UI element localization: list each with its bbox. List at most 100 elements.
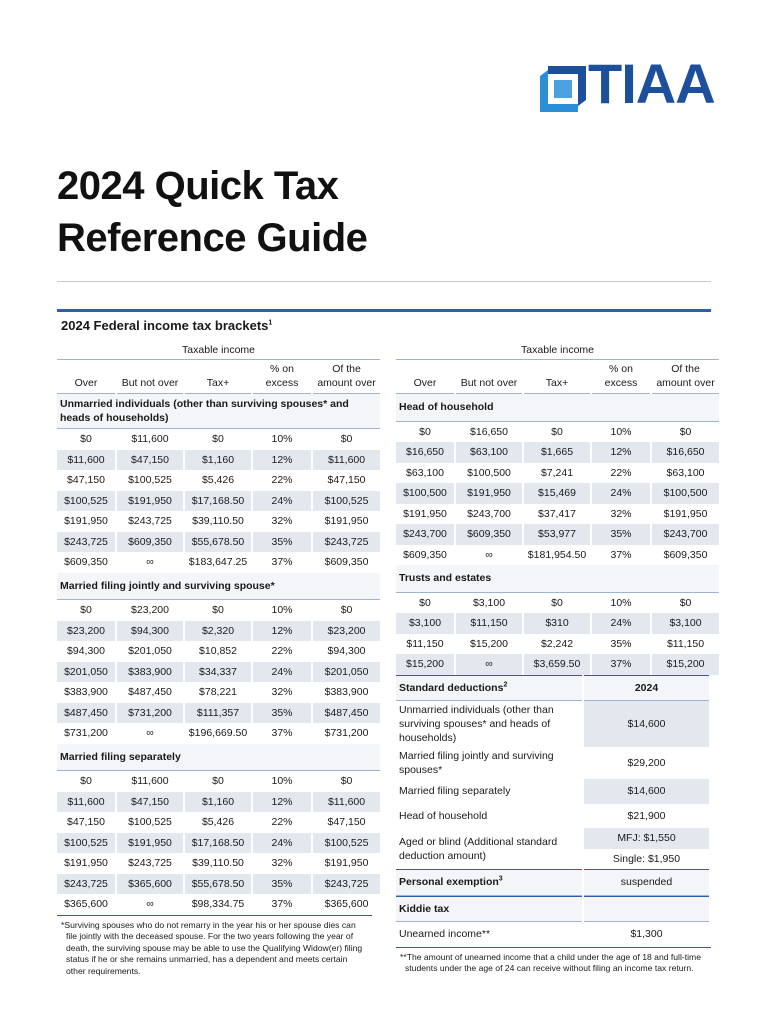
cell: $63,100 xyxy=(666,466,705,479)
deduction-row: Aged or blind (Additional standard deduc… xyxy=(396,828,709,862)
cell: $201,050 xyxy=(313,661,381,682)
cell: $63,100 xyxy=(406,466,444,479)
cell: 22% xyxy=(271,816,293,829)
cell: $487,450 xyxy=(313,702,381,723)
note-ref: 2 xyxy=(503,681,508,689)
cell: ∞ xyxy=(456,654,522,675)
deductions-header: Standard deductions2 xyxy=(396,674,582,701)
bracket-row: $23,200 $94,300 $2,320 12% $23,200 xyxy=(57,620,381,641)
cell: $609,350 xyxy=(403,548,447,561)
column-header: Over xyxy=(57,360,115,394)
cell: $609,350 xyxy=(64,556,108,569)
cell: $365,600 xyxy=(324,898,369,911)
cell: $0 xyxy=(80,433,92,446)
header-row: Over But not over Tax+% on excess Of the am… xyxy=(396,360,720,394)
header-text: Standard deductions xyxy=(399,681,504,694)
right-column: Taxable income Over But not over Tax+% on e… xyxy=(394,341,720,975)
logo: TIAA xyxy=(588,52,716,115)
kiddie-label: Unearned income** xyxy=(399,928,491,941)
cell: $53,977 xyxy=(524,524,590,545)
cell: $0 xyxy=(340,604,353,617)
cell: $11,600 xyxy=(313,449,381,470)
column-header: % on excess xyxy=(592,360,650,394)
cell: $3,100 xyxy=(396,613,454,634)
deduction-row: Married filing jointly and surviving spo… xyxy=(396,747,709,779)
deduction-value: $21,900 xyxy=(584,803,709,828)
cell: $191,950 xyxy=(456,483,522,504)
cell: ∞ xyxy=(146,898,154,911)
cell: $23,200 xyxy=(131,604,169,617)
cell: $55,678.50 xyxy=(185,531,251,552)
footnote: *Surviving spouses who do not remarry in… xyxy=(57,914,372,978)
cell: $15,200 xyxy=(652,654,720,675)
cell: 10% xyxy=(271,433,293,446)
cell: $47,150 xyxy=(67,816,105,829)
cell: $23,200 xyxy=(313,620,381,641)
bracket-row: $609,350 ∞ $181,954.50 37% $609,350 xyxy=(396,545,719,566)
cell: $243,725 xyxy=(57,873,115,894)
exemption-value: suspended xyxy=(584,869,709,896)
cell: 12% xyxy=(253,791,311,812)
cell: 12% xyxy=(253,449,311,470)
cell: $0 xyxy=(679,425,692,438)
logo-icon xyxy=(540,66,586,112)
kiddie-header: Kiddie tax xyxy=(396,895,582,922)
cell: $243,725 xyxy=(128,857,172,870)
cell: 24% xyxy=(253,490,311,511)
bracket-row: $15,200 ∞ $3,659.50 37% $15,200 xyxy=(396,654,720,675)
deduction-label: Head of household xyxy=(399,809,488,822)
cell: $609,350 xyxy=(663,548,708,561)
cell: $609,350 xyxy=(117,531,183,552)
cell: $0 xyxy=(551,425,563,438)
cell: $100,525 xyxy=(128,816,172,829)
bracket-row: $47,150 $100,525 $5,426 22% $47,150 xyxy=(57,470,380,491)
cell: $63,100 xyxy=(456,442,522,463)
bracket-row: $487,450 $731,200 $111,357 35% $487,450 xyxy=(57,702,381,723)
cell: 32% xyxy=(271,857,293,870)
cell: 12% xyxy=(253,620,311,641)
bracket-row: $0 $11,600 $0 10% $0 xyxy=(57,429,380,450)
group-name: Head of household xyxy=(396,394,720,422)
cell: $100,525 xyxy=(313,832,381,853)
cell: 22% xyxy=(271,474,293,487)
cell: $731,200 xyxy=(64,727,108,740)
cell: 22% xyxy=(610,466,632,479)
cell: $0 xyxy=(551,596,563,609)
cell: $383,900 xyxy=(64,686,108,699)
kiddie-header-blank xyxy=(584,895,709,922)
cell: $183,647.25 xyxy=(188,556,248,569)
bracket-row: $0 $23,200 $0 10% $0 xyxy=(57,600,380,621)
bracket-table: Taxable income Over But not over Tax+% on e… xyxy=(55,341,382,915)
header-row: Taxable income xyxy=(57,341,381,360)
exemption-label: Personal exemption3 xyxy=(396,869,582,896)
cell: $191,950 xyxy=(324,515,369,528)
kiddie-header-row: Kiddie tax xyxy=(396,895,709,922)
cell: $5,426 xyxy=(201,474,235,487)
cell: $383,900 xyxy=(324,686,369,699)
cell: $47,150 xyxy=(117,449,183,470)
deduction-value: MFJ: $1,550 xyxy=(584,828,709,849)
cell: 35% xyxy=(253,702,311,723)
cell: $1,665 xyxy=(524,442,590,463)
group-row: Head of household xyxy=(396,394,720,422)
cell: $365,600 xyxy=(64,898,108,911)
bracket-row: $16,650 $63,100 $1,665 12% $16,650 xyxy=(396,442,720,463)
bracket-row: $100,525 $191,950 $17,168.50 24% $100,525 xyxy=(57,490,381,511)
bracket-row: $63,100 $100,500 $7,241 22% $63,100 xyxy=(396,463,719,484)
cell: $243,725 xyxy=(313,873,381,894)
kiddie-row: Unearned income** $1,300 xyxy=(396,922,709,947)
group-header: Taxable income xyxy=(396,341,720,360)
group-row: Trusts and estates xyxy=(396,565,720,593)
bracket-row: $100,525 $191,950 $17,168.50 24% $100,525 xyxy=(57,832,381,853)
cell: $383,900 xyxy=(117,661,183,682)
cell: $243,700 xyxy=(396,524,454,545)
column-header: But not over xyxy=(117,360,183,394)
column-header: Of the amount over xyxy=(652,360,720,394)
cell: $100,525 xyxy=(313,490,381,511)
column-header: % on excess xyxy=(253,360,311,394)
cell: $10,852 xyxy=(199,645,237,658)
cell: $11,150 xyxy=(406,637,444,650)
deductions-table: Standard deductions2 2024 Unmarried indivi… xyxy=(394,674,711,947)
cell: 24% xyxy=(592,483,650,504)
cell: ∞ xyxy=(146,727,154,740)
